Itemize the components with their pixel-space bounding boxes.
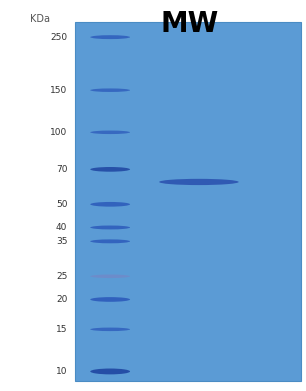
Text: 50: 50 [56,200,67,209]
Ellipse shape [90,131,130,134]
Ellipse shape [90,167,130,172]
Text: MW: MW [161,10,219,38]
Text: 20: 20 [56,295,67,304]
Text: 40: 40 [56,223,67,232]
Ellipse shape [90,368,130,375]
Ellipse shape [90,35,130,39]
Ellipse shape [90,328,130,331]
Text: 70: 70 [56,165,67,174]
Ellipse shape [90,239,130,243]
Ellipse shape [159,179,239,185]
Text: KDa: KDa [30,14,50,24]
Bar [75,22,301,381]
Ellipse shape [90,226,130,230]
Text: 15: 15 [56,325,67,334]
Ellipse shape [90,274,130,278]
Text: 250: 250 [50,32,67,42]
Ellipse shape [90,297,130,302]
Text: 150: 150 [50,86,67,95]
Text: 35: 35 [56,237,67,246]
Ellipse shape [90,202,130,206]
Text: 10: 10 [56,367,67,376]
Text: 25: 25 [56,272,67,281]
Ellipse shape [90,88,130,92]
Text: 100: 100 [50,128,67,137]
